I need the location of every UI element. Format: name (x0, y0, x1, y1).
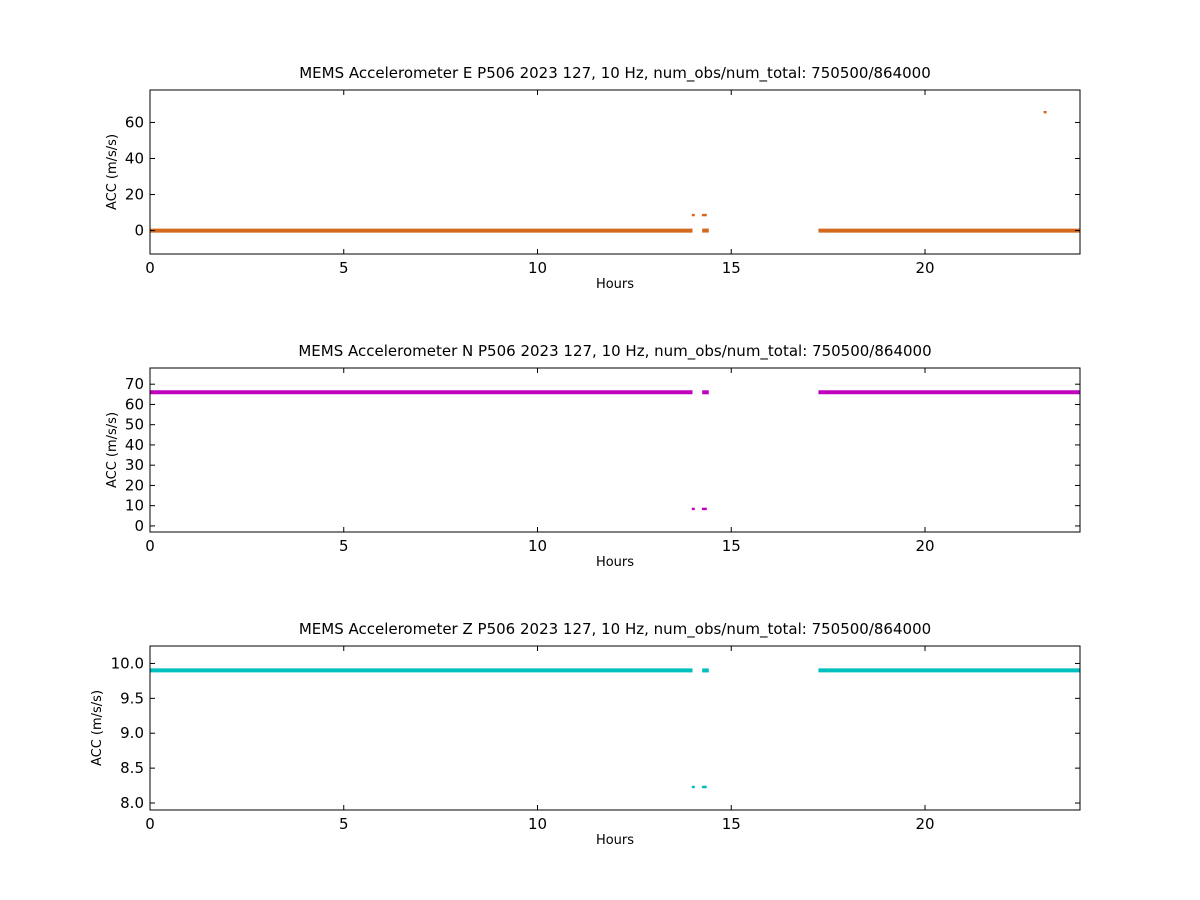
data-point-e-0 (691, 213, 695, 217)
chart-panel-n: MEMS Accelerometer N P506 2023 127, 10 H… (105, 342, 1081, 570)
x-tick-label-z-0: 0 (145, 815, 155, 833)
x-tick-label-e-2: 10 (528, 259, 547, 277)
x-axis-label-e: Hours (596, 277, 634, 292)
chart-panel-z: MEMS Accelerometer Z P506 2023 127, 10 H… (90, 620, 1081, 848)
data-point-z-2 (703, 785, 707, 789)
y-tick-label-n-0: 0 (134, 517, 144, 535)
y-axis-label-e: ACC (m/s/s) (105, 134, 120, 210)
data-point-n-1 (701, 507, 705, 511)
chart-title-z: MEMS Accelerometer Z P506 2023 127, 10 H… (299, 620, 931, 639)
x-tick-label-z-3: 15 (722, 815, 741, 833)
y-tick-label-z-1: 8.5 (120, 759, 144, 777)
y-tick-label-z-0: 8.0 (120, 794, 144, 812)
data-point-n-2 (703, 507, 707, 511)
x-tick-label-n-1: 5 (339, 537, 349, 555)
plot-frame-z (149, 645, 1081, 811)
y-tick-label-z-4: 10.0 (111, 654, 144, 672)
y-tick-label-z-2: 9.0 (120, 724, 144, 742)
data-point-e-2 (703, 213, 707, 217)
x-tick-label-n-4: 20 (915, 537, 934, 555)
y-tick-label-e-0: 0 (134, 222, 144, 240)
data-point-e-3 (1043, 110, 1047, 114)
y-tick-label-e-3: 60 (125, 113, 144, 131)
y-tick-label-n-5: 50 (125, 416, 144, 434)
x-tick-label-z-1: 5 (339, 815, 349, 833)
data-point-e-1 (701, 213, 705, 217)
chart-title-n: MEMS Accelerometer N P506 2023 127, 10 H… (298, 342, 931, 361)
plot-frame-e (149, 89, 1081, 255)
y-tick-label-n-4: 40 (125, 436, 144, 454)
x-axis-label-z: Hours (596, 833, 634, 848)
data-point-z-1 (701, 785, 705, 789)
y-tick-label-e-1: 20 (125, 186, 144, 204)
x-tick-label-z-2: 10 (528, 815, 547, 833)
y-tick-label-n-6: 60 (125, 395, 144, 413)
x-tick-label-e-4: 20 (915, 259, 934, 277)
plot-frame-n (149, 367, 1081, 533)
y-axis-label-z: ACC (m/s/s) (90, 690, 105, 766)
chart-panel-e: MEMS Accelerometer E P506 2023 127, 10 H… (105, 64, 1081, 292)
data-point-n-0 (691, 507, 695, 511)
x-tick-label-n-2: 10 (528, 537, 547, 555)
x-tick-label-e-1: 5 (339, 259, 349, 277)
x-tick-label-n-0: 0 (145, 537, 155, 555)
y-tick-label-n-2: 20 (125, 476, 144, 494)
x-tick-label-e-0: 0 (145, 259, 155, 277)
y-tick-label-e-2: 40 (125, 149, 144, 167)
y-tick-label-n-1: 10 (125, 497, 144, 515)
y-tick-label-n-7: 70 (125, 375, 144, 393)
y-tick-label-z-3: 9.5 (120, 689, 144, 707)
x-tick-label-e-3: 15 (722, 259, 741, 277)
x-tick-label-n-3: 15 (722, 537, 741, 555)
y-tick-label-n-3: 30 (125, 456, 144, 474)
x-axis-label-n: Hours (596, 555, 634, 570)
x-tick-label-z-4: 20 (915, 815, 934, 833)
y-axis-label-n: ACC (m/s/s) (105, 412, 120, 488)
chart-title-e: MEMS Accelerometer E P506 2023 127, 10 H… (299, 64, 931, 83)
data-point-z-0 (691, 785, 695, 789)
